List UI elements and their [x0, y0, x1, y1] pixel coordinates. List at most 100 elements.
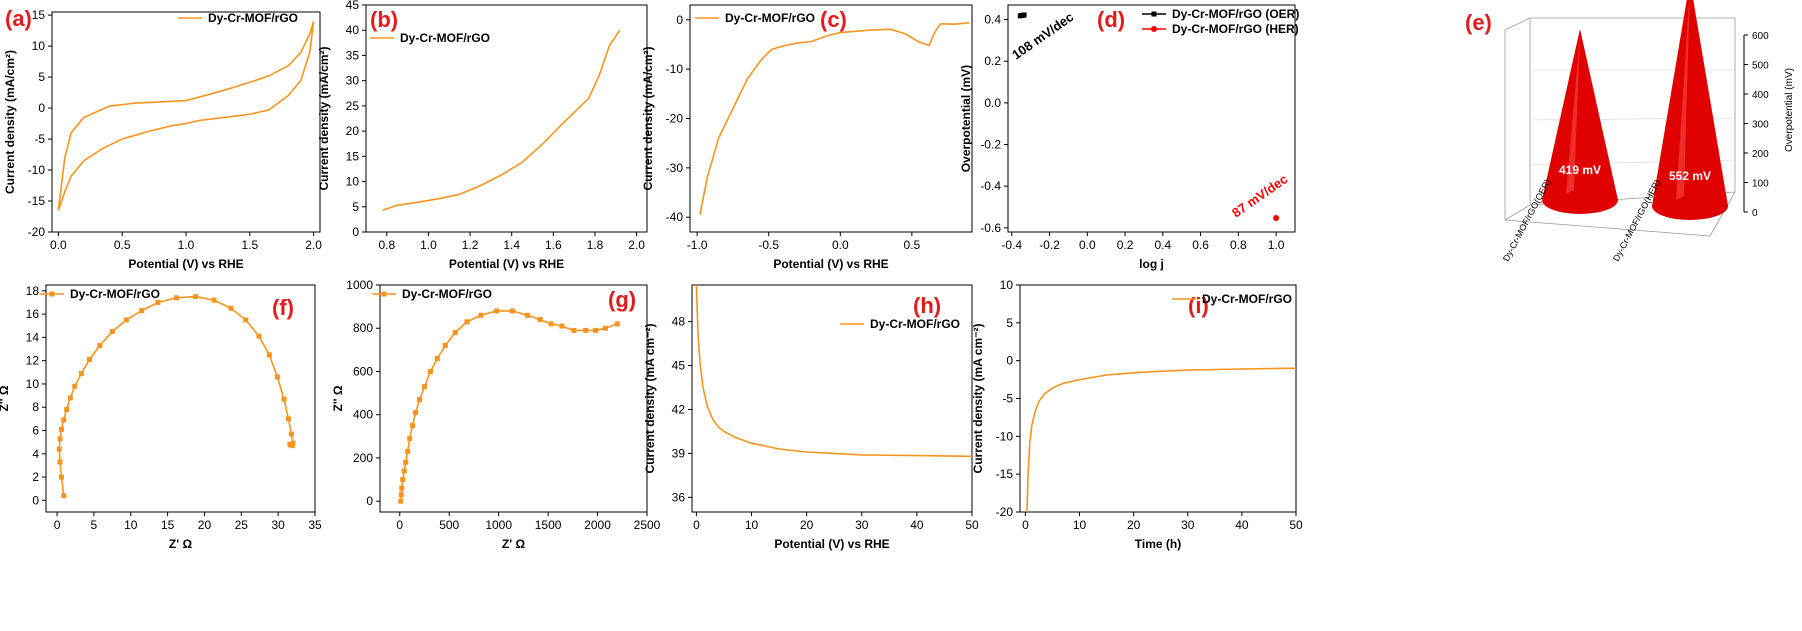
x-tick-label: 2000 [584, 518, 611, 532]
y-tick-label: 18 [26, 284, 40, 298]
panel-f: 0 5 10 15 20 25 30 35 0 2 4 6 8 10 12 14 16 18 Z' Ω Z'' Ω (f… [0, 284, 322, 551]
x-tick-label: -1.0 [687, 238, 708, 252]
x-tick-label: 1.4 [503, 238, 520, 252]
data-point [72, 383, 78, 389]
z-tick-label: 300 [1752, 120, 1769, 131]
data-point [422, 384, 427, 390]
series-1 [1273, 215, 1280, 222]
legend-marker [1151, 11, 1157, 17]
data-point [256, 333, 262, 339]
x-tick-label: 40 [1235, 518, 1249, 532]
y-tick-label: -20 [996, 505, 1014, 519]
y-tick-label: 2 [32, 470, 39, 484]
x-axis-label: Z' Ω [169, 537, 193, 551]
y-tick-label: -0.2 [980, 138, 1001, 152]
series-line [1026, 367, 1297, 513]
x-tick-label: 1500 [535, 518, 562, 532]
y-tick-label: -0.4 [980, 179, 1001, 193]
x-tick-label: 50 [965, 518, 979, 532]
y-tick-label: -10 [996, 429, 1014, 443]
y-axis-label: Overpotential (mV) [959, 65, 973, 172]
y-axis-label: Current density (mA cm⁻²) [643, 324, 657, 474]
plot-frame [1019, 284, 1297, 513]
y-tick-label: -15 [28, 194, 46, 208]
data-point [399, 485, 405, 491]
data-point [67, 395, 73, 401]
y-axis-label: Current density (mA/cm²) [317, 46, 331, 190]
y-tick-label: 30 [346, 74, 360, 88]
data-point [571, 327, 577, 333]
data-point [78, 370, 84, 376]
y-tick-label: 200 [353, 451, 373, 465]
data-point [155, 299, 161, 305]
y-tick-label: 6 [32, 424, 39, 438]
panel-a: 0.0 0.5 1.0 1.5 2.0 -20 -15 -10 -5 0 5 10 15 Potentia… [3, 6, 322, 271]
panel-label: (c) [820, 7, 847, 32]
data-point [86, 357, 92, 363]
z-tick-label: 0 [1752, 208, 1758, 219]
legend-label: Dy-Cr-MOF/rGO [1202, 292, 1292, 306]
data-point [398, 498, 404, 504]
y-tick-label: 0.4 [984, 13, 1001, 27]
x-tick-label: -0.2 [1039, 238, 1060, 252]
x-tick-label: 0 [693, 518, 700, 532]
data-point [58, 426, 64, 432]
data-point [464, 319, 470, 325]
x-tick-label: 15 [161, 518, 175, 532]
z-tick-label: 600 [1752, 31, 1769, 42]
y-tick-label: 45 [672, 359, 686, 373]
series-0 [699, 22, 970, 215]
box-edge [1709, 191, 1736, 237]
data-point [548, 321, 554, 327]
y-tick-label: 0 [352, 225, 359, 239]
data-point [413, 410, 419, 416]
z-tick-label: 500 [1752, 61, 1769, 72]
y-tick-label: 600 [353, 364, 373, 378]
x-tick-label: 0.0 [1079, 238, 1096, 252]
x-tick-label: 20 [198, 518, 212, 532]
cone-body [1542, 28, 1618, 201]
x-tick-label: 20 [1127, 518, 1141, 532]
x-tick-label: 0.4 [1154, 238, 1171, 252]
data-point [266, 352, 272, 358]
data-point [400, 477, 406, 483]
legend-label: Dy-Cr-MOF/rGO [70, 287, 160, 301]
data-point [193, 294, 199, 300]
x-tick-label: 0.8 [378, 238, 395, 252]
data-point [61, 493, 67, 499]
data-point [57, 436, 63, 442]
y-tick-label: 0 [32, 493, 39, 507]
x-tick-label: 0 [1022, 518, 1029, 532]
data-point [139, 308, 145, 314]
data-point [123, 317, 129, 323]
data-point [109, 329, 115, 335]
cone-value-label: 552 mV [1669, 169, 1711, 183]
y-tick-label: -30 [666, 161, 684, 175]
data-point [537, 317, 543, 323]
annotation-her-slope: 87 mV/dec [1229, 171, 1290, 220]
data-point [417, 397, 423, 403]
box-edge [1504, 219, 1711, 237]
x-tick-label: 0.0 [50, 238, 67, 252]
y-axis-label: Z'' Ω [0, 385, 11, 411]
data-point [442, 343, 448, 349]
panel-e: 0 100 200 300 400 500 600 Overpotential (mV) 419… [1465, 0, 1795, 263]
category-label: Dy-Cr-MOF/rGO(HER) [1611, 178, 1663, 263]
data-point [410, 423, 416, 429]
panel-d: -0.4 -0.2 0.0 0.2 0.4 0.6 0.8 1.0-0.6-0.4-0.20.… [959, 4, 1299, 271]
data-point [243, 317, 249, 323]
y-tick-label: 800 [353, 321, 373, 335]
data-point [403, 459, 409, 465]
legend-label: Dy-Cr-MOF/rGO [402, 287, 492, 301]
y-tick-label: 1000 [346, 278, 373, 292]
x-tick-label: 500 [439, 518, 459, 532]
data-point [524, 312, 530, 318]
plot-frame [45, 284, 316, 513]
data-point [287, 441, 293, 447]
y-tick-label: 8 [32, 400, 39, 414]
y-axis-label: Current density (mA cm⁻²) [971, 324, 985, 474]
x-tick-label: 30 [271, 518, 285, 532]
box-edge [1504, 17, 1531, 31]
plot-frame [689, 4, 973, 233]
x-tick-label: -0.5 [758, 238, 779, 252]
